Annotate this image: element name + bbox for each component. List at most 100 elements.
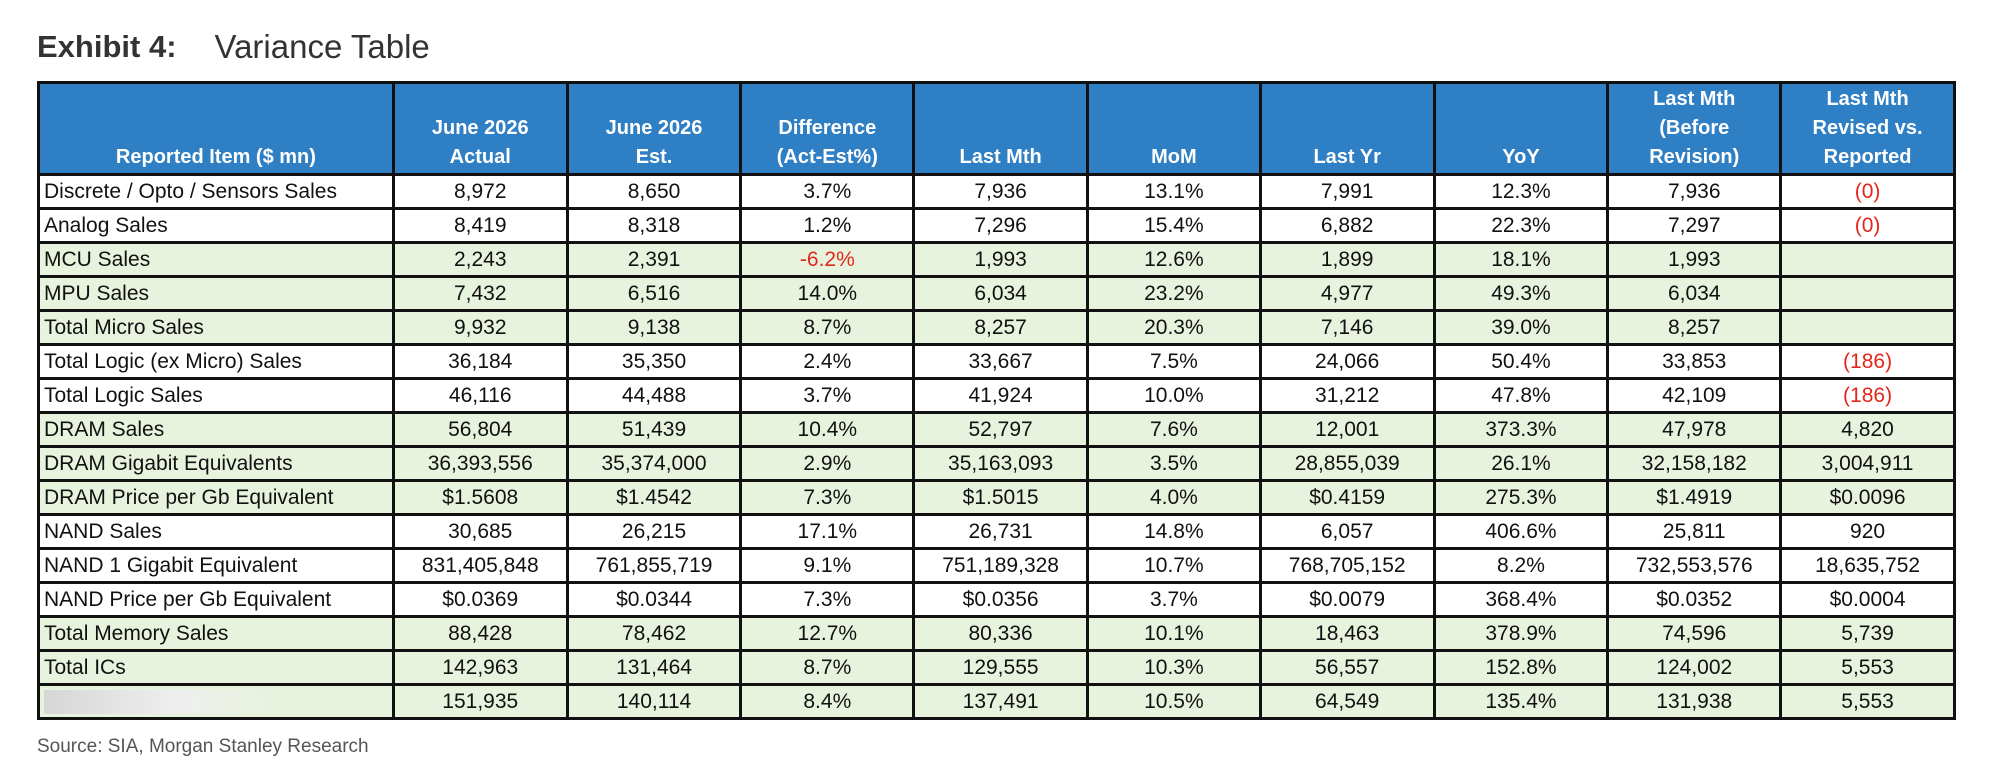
column-header-label: Last Mth Revised vs. Reported xyxy=(1812,88,1923,168)
table-cell: 5,553 xyxy=(1779,649,1956,686)
table-row: 151,935 140,114 8.4% 137,491 10.5% 64,549 135.… xyxy=(37,683,1956,720)
table-cell: 4,820 xyxy=(1779,411,1956,448)
table-cell: 8.2% xyxy=(1432,547,1610,584)
table-cell: $1.4542 xyxy=(565,479,743,516)
table-cell: 10.0% xyxy=(1086,377,1262,414)
table-cell: 1,993 xyxy=(1606,241,1783,278)
table-cell: 732,553,576 xyxy=(1606,547,1783,584)
table-cell: 30,685 xyxy=(391,513,569,550)
table-cell: 761,855,719 xyxy=(565,547,743,584)
table-cell: 12,001 xyxy=(1258,411,1436,448)
exhibit-label: Exhibit 4: xyxy=(37,29,177,64)
table-cell: 0 xyxy=(1779,275,1956,312)
table-cell: 23.2% xyxy=(1086,275,1262,312)
table-row: Total ICs 142,963 131,464 8.7% 129,555 10.3% 5… xyxy=(37,649,1956,686)
table-cell: 64,549 xyxy=(1258,683,1436,720)
table-cell: 47,978 xyxy=(1606,411,1783,448)
table-cell: 5,739 xyxy=(1779,615,1956,652)
column-header: Last Mth xyxy=(912,81,1089,176)
row-label: Total Memory Sales xyxy=(37,615,395,652)
table-cell: 42,109 xyxy=(1606,377,1783,414)
table-cell: 18.1% xyxy=(1432,241,1610,278)
table-cell: 7.6% xyxy=(1086,411,1262,448)
table-cell: 368.4% xyxy=(1432,581,1610,618)
table-cell: 32,158,182 xyxy=(1606,445,1783,482)
table-cell: 78,462 xyxy=(565,615,743,652)
table-cell: 10.3% xyxy=(1086,649,1262,686)
table-row: MPU Sales 7,432 6,516 14.0% 6,034 23.2% 4,977 4… xyxy=(37,275,1956,312)
table-cell: 56,804 xyxy=(391,411,569,448)
row-label: Analog Sales xyxy=(37,207,395,244)
table-cell: 1,993 xyxy=(912,241,1089,278)
table-cell: 46,116 xyxy=(391,377,569,414)
table-cell: 7,296 xyxy=(912,207,1089,244)
table-cell: 8,257 xyxy=(1606,309,1783,346)
table-cell: 25,811 xyxy=(1606,513,1783,550)
table-cell: $0.0079 xyxy=(1258,581,1436,618)
table-cell: 5,553 xyxy=(1779,683,1956,720)
column-header: Last Mth (Before Revision) xyxy=(1606,81,1783,176)
table-cell: $1.5608 xyxy=(391,479,569,516)
table-cell: (186) xyxy=(1779,343,1956,380)
table-cell: 8.4% xyxy=(739,683,916,720)
table-cell: 3.5% xyxy=(1086,445,1262,482)
table-cell: (0) xyxy=(1779,173,1956,210)
table-row: NAND Sales 30,685 26,215 17.1% 26,731 14.8% 6,… xyxy=(37,513,1956,550)
table-cell: 35,163,093 xyxy=(912,445,1089,482)
table-cell: 131,938 xyxy=(1606,683,1783,720)
table-cell: 751,189,328 xyxy=(912,547,1089,584)
row-label: DRAM Price per Gb Equivalent xyxy=(37,479,395,516)
table-cell: 28,855,039 xyxy=(1258,445,1436,482)
table-cell: 7.5% xyxy=(1086,343,1262,380)
row-label: DRAM Sales xyxy=(37,411,395,448)
table-cell: $0.0096 xyxy=(1779,479,1956,516)
table-cell: 3.7% xyxy=(739,173,916,210)
table-cell: 3.7% xyxy=(1086,581,1262,618)
table-cell: 137,491 xyxy=(912,683,1089,720)
table-cell: 33,853 xyxy=(1606,343,1783,380)
table-cell: 131,464 xyxy=(565,649,743,686)
table-cell: 26,215 xyxy=(565,513,743,550)
column-header-label: June 2026 Actual xyxy=(431,117,529,168)
table-cell: 9.1% xyxy=(739,547,916,584)
row-label: NAND Price per Gb Equivalent xyxy=(37,581,395,618)
column-header-label: June 2026 Est. xyxy=(605,117,703,168)
table-cell: 151,935 xyxy=(391,683,569,720)
table-cell: 920 xyxy=(1779,513,1956,550)
table-cell: 18,635,752 xyxy=(1779,547,1956,584)
table-cell: 4,977 xyxy=(1258,275,1436,312)
table-cell: 3,004,911 xyxy=(1779,445,1956,482)
table-cell: 22.3% xyxy=(1432,207,1610,244)
column-header-label: MoM xyxy=(1151,146,1197,168)
table-cell: $0.0344 xyxy=(565,581,743,618)
table-cell: 6,882 xyxy=(1258,207,1436,244)
exhibit-title: Variance Table xyxy=(214,28,430,65)
table-cell: $0.0369 xyxy=(391,581,569,618)
table-cell: 14.8% xyxy=(1086,513,1262,550)
table-row: DRAM Gigabit Equivalents 36,393,556 35,374… xyxy=(37,445,1956,482)
table-cell: 15.4% xyxy=(1086,207,1262,244)
table-cell: $0.0004 xyxy=(1779,581,1956,618)
table-cell: 10.5% xyxy=(1086,683,1262,720)
table-cell: 14.0% xyxy=(739,275,916,312)
table-cell: 0 xyxy=(1779,309,1956,346)
row-label: MPU Sales xyxy=(37,275,395,312)
table-cell: 10.4% xyxy=(739,411,916,448)
table-cell: 12.7% xyxy=(739,615,916,652)
table-row: Total Memory Sales 88,428 78,462 12.7% 80,33… xyxy=(37,615,1956,652)
table-body: Discrete / Opto / Sensors Sales 8,972 8,65… xyxy=(37,173,1956,720)
table-cell: 88,428 xyxy=(391,615,569,652)
column-header: MoM xyxy=(1086,81,1262,176)
table-cell: 7,991 xyxy=(1258,173,1436,210)
table-cell: 74,596 xyxy=(1606,615,1783,652)
table-cell: 1.2% xyxy=(739,207,916,244)
table-cell: 44,488 xyxy=(565,377,743,414)
table-cell: 6,516 xyxy=(565,275,743,312)
column-header: June 2026 Actual xyxy=(391,81,569,176)
table-header-row: Reported Item ($ mn) June 2026 Actual June… xyxy=(37,81,1956,176)
table-cell: 10.7% xyxy=(1086,547,1262,584)
table-cell: 8.7% xyxy=(739,309,916,346)
variance-table: Reported Item ($ mn) June 2026 Actual June… xyxy=(37,81,1956,720)
column-header-label: Last Mth xyxy=(959,146,1042,168)
column-header: Last Mth Revised vs. Reported xyxy=(1779,81,1956,176)
